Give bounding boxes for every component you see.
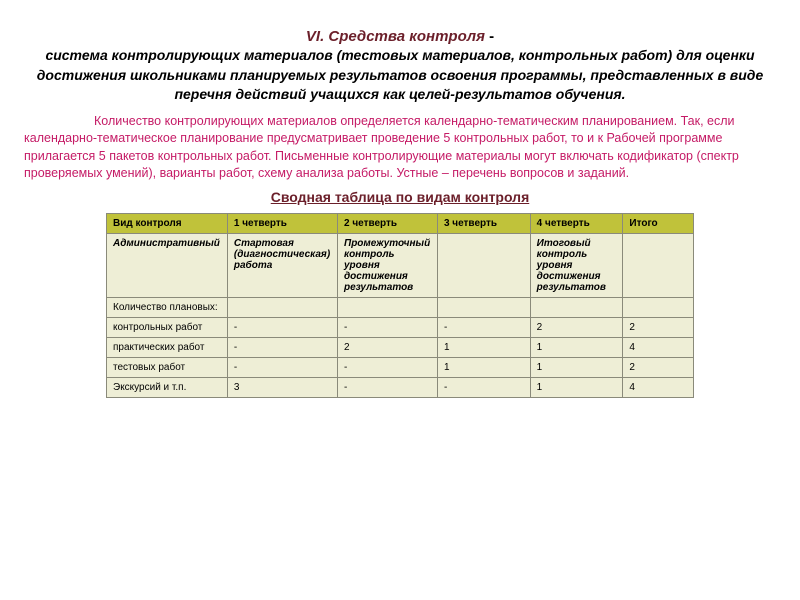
col-header: Итого [623,213,694,233]
cell: 1 [437,337,530,357]
cell [338,297,438,317]
col-header: Вид контроля [107,213,228,233]
section-cell [437,233,530,297]
table-wrapper: Вид контроля 1 четверть 2 четверть 3 чет… [24,213,776,398]
cell [227,297,337,317]
cell: 1 [530,337,623,357]
cell: - [227,317,337,337]
title-heading: VI. Средства контроля - [306,28,494,45]
col-header: 4 четверть [530,213,623,233]
row-label: тестовых работ [107,357,228,377]
title-line1: VI. Средства контроля [306,28,485,45]
row-label: Экскурсий и т.п. [107,377,228,397]
row-label: контрольных работ [107,317,228,337]
cell: 3 [227,377,337,397]
cell: 1 [437,357,530,377]
table-section-row: Административный Стартовая (диагностичес… [107,233,694,297]
paragraph-text: Количество контролирующих материалов опр… [24,114,739,181]
title-subtitle: система контролирующих материалов (тесто… [24,46,776,105]
cell: 4 [623,377,694,397]
cell: 1 [530,377,623,397]
table-subheading: Сводная таблица по видам контроля [24,189,776,205]
summary-table: Вид контроля 1 четверть 2 четверть 3 чет… [106,213,694,398]
cell: - [338,377,438,397]
section-cell: Стартовая (диагностическая) работа [227,233,337,297]
col-header: 3 четверть [437,213,530,233]
col-header: 1 четверть [227,213,337,233]
section-cell: Итоговый контроль уровня достижения резу… [530,233,623,297]
table-row: Количество плановых: [107,297,694,317]
body-paragraph: Количество контролирующих материалов опр… [24,113,776,183]
table-row: контрольных работ - - - 2 2 [107,317,694,337]
table-row: тестовых работ - - 1 1 2 [107,357,694,377]
title-block: VI. Средства контроля - система контроли… [24,28,776,105]
cell: - [338,357,438,377]
cell: - [227,357,337,377]
cell: 2 [623,317,694,337]
title-dash: - [485,28,494,45]
cell [530,297,623,317]
table-header-row: Вид контроля 1 четверть 2 четверть 3 чет… [107,213,694,233]
row-label: Количество плановых: [107,297,228,317]
cell: - [227,337,337,357]
cell: 2 [623,357,694,377]
section-cell [623,233,694,297]
cell [437,297,530,317]
cell: 2 [338,337,438,357]
cell: - [437,377,530,397]
cell [623,297,694,317]
cell: 1 [530,357,623,377]
cell: - [437,317,530,337]
row-label: практических работ [107,337,228,357]
cell: 4 [623,337,694,357]
col-header: 2 четверть [338,213,438,233]
section-label: Административный [107,233,228,297]
section-cell: Промежуточный контроль уровня достижения… [338,233,438,297]
table-row: практических работ - 2 1 1 4 [107,337,694,357]
table-row: Экскурсий и т.п. 3 - - 1 4 [107,377,694,397]
cell: - [338,317,438,337]
cell: 2 [530,317,623,337]
